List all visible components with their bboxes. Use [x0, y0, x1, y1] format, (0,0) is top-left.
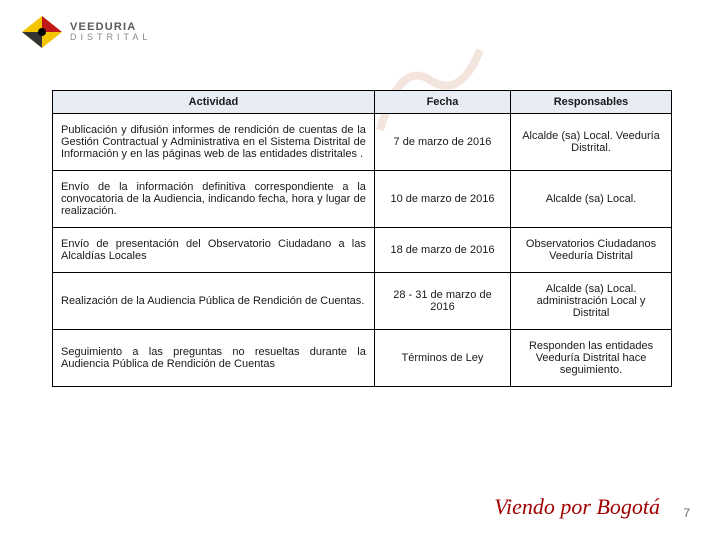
cell-fecha: 7 de marzo de 2016: [374, 114, 510, 171]
cell-actividad: Publicación y difusión informes de rendi…: [53, 114, 375, 171]
cell-fecha: 28 - 31 de marzo de 2016: [374, 273, 510, 330]
cell-actividad: Seguimiento a las preguntas no resueltas…: [53, 330, 375, 387]
table-row: Envío de presentación del Observatorio C…: [53, 228, 672, 273]
cell-fecha: 10 de marzo de 2016: [374, 171, 510, 228]
cell-responsables: Observatorios Ciudadanos Veeduría Distri…: [511, 228, 672, 273]
cell-actividad: Realización de la Audiencia Pública de R…: [53, 273, 375, 330]
cell-responsables: Alcalde (sa) Local.: [511, 171, 672, 228]
cell-actividad: Envío de presentación del Observatorio C…: [53, 228, 375, 273]
schedule-table: Actividad Fecha Responsables Publicación…: [52, 90, 672, 387]
table-row: Seguimiento a las preguntas no resueltas…: [53, 330, 672, 387]
logo-text: VEEDURIA DISTRITAL: [70, 22, 151, 43]
page-number: 7: [683, 506, 690, 520]
col-header-fecha: Fecha: [374, 91, 510, 114]
cell-responsables: Responden las entidades Veeduría Distrit…: [511, 330, 672, 387]
cell-actividad: Envío de la información definitiva corre…: [53, 171, 375, 228]
tagline: Viendo por Bogotá: [494, 494, 660, 520]
table-row: Publicación y difusión informes de rendi…: [53, 114, 672, 171]
cell-fecha: Términos de Ley: [374, 330, 510, 387]
cell-fecha: 18 de marzo de 2016: [374, 228, 510, 273]
logo-icon: [20, 14, 64, 50]
table-row: Realización de la Audiencia Pública de R…: [53, 273, 672, 330]
col-header-responsables: Responsables: [511, 91, 672, 114]
cell-responsables: Alcalde (sa) Local. administración Local…: [511, 273, 672, 330]
logo-line2: DISTRITAL: [70, 33, 151, 42]
col-header-actividad: Actividad: [53, 91, 375, 114]
table-header-row: Actividad Fecha Responsables: [53, 91, 672, 114]
cell-responsables: Alcalde (sa) Local. Veeduría Distrital.: [511, 114, 672, 171]
table-row: Envío de la información definitiva corre…: [53, 171, 672, 228]
logo: VEEDURIA DISTRITAL: [20, 14, 151, 50]
